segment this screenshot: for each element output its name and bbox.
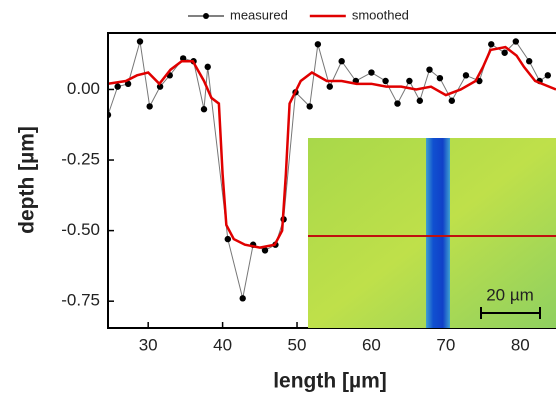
y-tick-label: 0.00: [67, 79, 100, 98]
data-point: [327, 83, 333, 89]
data-point: [463, 72, 469, 78]
data-point: [449, 98, 455, 104]
data-point: [394, 100, 400, 106]
data-point: [338, 58, 344, 64]
data-point: [205, 64, 211, 70]
data-point: [146, 103, 152, 109]
chart: length [µm] depth [µm] 30 40 50 60 70 80 0.00 -…: [0, 0, 556, 398]
data-point: [225, 236, 231, 242]
data-point: [501, 50, 507, 56]
x-tick-label: 30: [139, 335, 158, 354]
x-tick-label: 80: [511, 335, 530, 354]
x-tick-label: 60: [362, 335, 381, 354]
y-axis-label: depth [µm]: [16, 126, 39, 234]
legend-label: smoothed: [352, 7, 409, 22]
data-point: [306, 103, 312, 109]
data-point: [114, 83, 120, 89]
data-point: [437, 75, 443, 81]
x-axis-label: length [µm]: [273, 370, 387, 393]
y-tick-label: -0.25: [61, 150, 100, 169]
legend-marker: [203, 13, 209, 19]
inset-image: 20 µm: [308, 138, 556, 328]
data-point: [239, 295, 245, 301]
data-point: [382, 78, 388, 84]
data-point: [488, 41, 494, 47]
data-point: [315, 41, 321, 47]
data-point: [406, 78, 412, 84]
data-point: [417, 98, 423, 104]
data-point: [201, 106, 207, 112]
data-point: [526, 58, 532, 64]
x-tick-label: 50: [288, 335, 307, 354]
data-point: [137, 38, 143, 44]
legend-label: measured: [230, 7, 288, 22]
data-point: [513, 38, 519, 44]
y-tick-label: -0.50: [61, 220, 100, 239]
scale-bar-label: 20 µm: [486, 285, 534, 304]
x-tick-label: 70: [436, 335, 455, 354]
x-tick-label: 40: [213, 335, 232, 354]
data-point: [426, 66, 432, 72]
y-tick-label: -0.75: [61, 291, 100, 310]
data-point: [368, 69, 374, 75]
data-point: [545, 72, 551, 78]
